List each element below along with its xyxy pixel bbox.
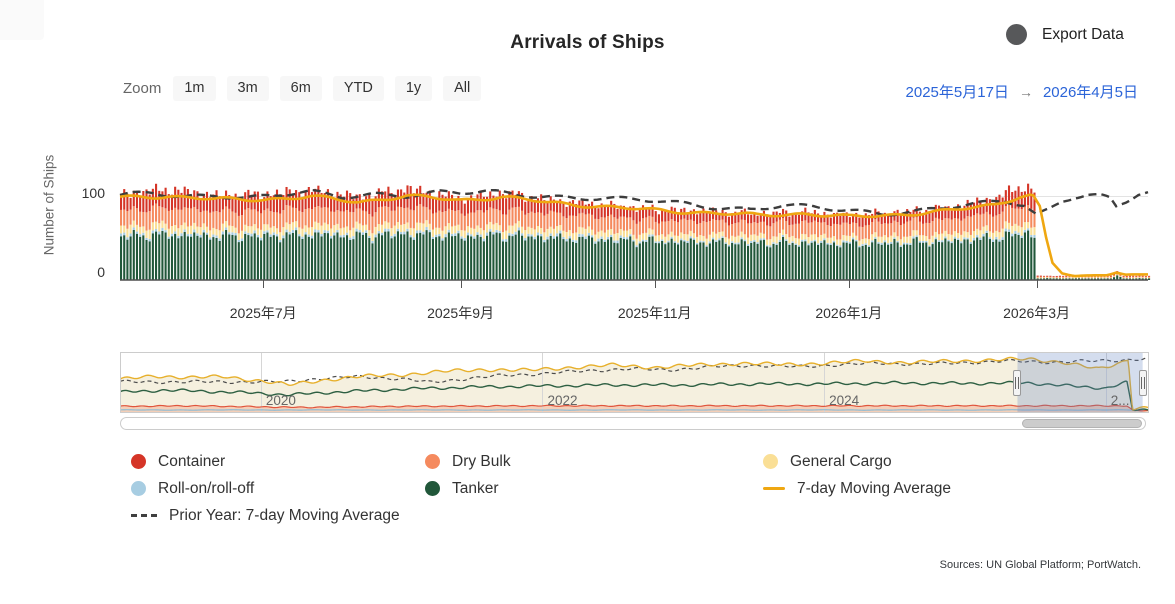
main-chart-canvas[interactable] [0, 135, 1175, 303]
legend-item-dry-bulk[interactable]: Dry Bulk [425, 453, 763, 470]
zoom-button-1y[interactable]: 1y [394, 75, 433, 102]
navigator-year-labels: 2020 2022 2024 2... [0, 393, 1175, 409]
navigator-year-label: 2024 [829, 393, 860, 408]
x-axis-label: 2026年3月 [1003, 305, 1071, 321]
legend-circle-icon [763, 454, 778, 469]
zoom-label: Zoom [123, 80, 162, 97]
legend-line-icon [763, 487, 785, 490]
date-range: 2025年5月17日 → 2026年4月5日 [906, 81, 1138, 102]
legend: Container Dry Bulk General Cargo Roll-on/ro… [131, 453, 951, 524]
x-axis-label: 2025年9月 [427, 305, 494, 321]
legend-circle-icon [425, 454, 440, 469]
legend-label: Prior Year: 7-day Moving Average [169, 506, 400, 524]
legend-item-tanker[interactable]: Tanker [425, 480, 763, 497]
x-axis-label: 2025年11月 [617, 305, 692, 321]
legend-label: Tanker [452, 479, 499, 497]
legend-circle-icon [131, 454, 146, 469]
page-title: Arrivals of Ships [510, 31, 665, 53]
legend-label: General Cargo [790, 452, 892, 470]
legend-label: 7-day Moving Average [797, 479, 951, 497]
corner-artifact [0, 0, 44, 40]
export-data-button[interactable]: Export Data [1006, 24, 1124, 45]
scrollbar-track[interactable] [120, 417, 1146, 430]
legend-item-prior-year-7-day-moving-average[interactable]: Prior Year: 7-day Moving Average [131, 507, 425, 524]
zoom-button-all[interactable]: All [443, 75, 482, 102]
legend-label: Roll-on/roll-off [158, 479, 255, 497]
date-range-arrow-icon: → [1018, 83, 1033, 100]
date-range-end[interactable]: 2026年4月5日 [1042, 84, 1138, 101]
legend-label: Dry Bulk [452, 452, 511, 470]
range-selector: Zoom 1m 3m 6m YTD 1y All [123, 75, 482, 102]
zoom-button-6m[interactable]: 6m [279, 75, 322, 102]
zoom-button-ytd[interactable]: YTD [332, 75, 384, 102]
navigator-left-handle[interactable] [1013, 370, 1022, 396]
legend-item-roll-on-roll-off[interactable]: Roll-on/roll-off [131, 480, 425, 497]
navigator-right-handle[interactable] [1138, 370, 1147, 396]
x-axis-label: 2026年1月 [815, 305, 883, 321]
legend-item-general-cargo[interactable]: General Cargo [763, 453, 951, 470]
navigator-canvas[interactable] [0, 345, 1175, 417]
x-axis-label: 2025年7月 [229, 305, 297, 321]
export-label: Export Data [1042, 25, 1124, 43]
navigator-year-label: 2... [1110, 393, 1130, 408]
legend-item-container[interactable]: Container [131, 453, 425, 470]
legend-dash-icon [131, 514, 157, 517]
sources-note: Sources: UN Global Platform; PortWatch. [939, 559, 1141, 571]
x-axis-labels: 2025年7月 2025年9月 2025年11月 2026年1月 2026年3月 [0, 303, 1175, 321]
legend-label: Container [158, 452, 226, 470]
legend-circle-icon [131, 481, 146, 496]
legend-circle-icon [425, 481, 440, 496]
scrollbar-thumb[interactable] [1022, 419, 1142, 428]
zoom-button-3m[interactable]: 3m [226, 75, 269, 102]
navigator-year-label: 2022 [547, 393, 578, 408]
navigator-year-label: 2020 [265, 393, 296, 408]
date-range-start[interactable]: 2025年5月17日 [905, 84, 1009, 101]
legend-item-7-day-moving-average[interactable]: 7-day Moving Average [763, 480, 951, 497]
export-menu-icon [1006, 24, 1027, 45]
zoom-button-1m[interactable]: 1m [173, 75, 216, 102]
